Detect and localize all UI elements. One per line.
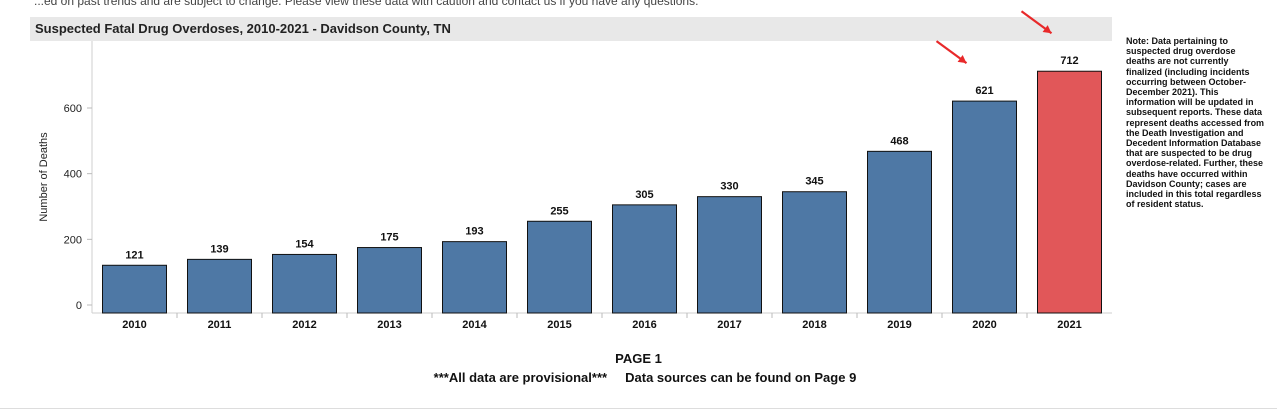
data-label-2020: 621	[975, 85, 993, 97]
bar-2017	[697, 196, 762, 314]
x-tick-label-2014: 2014	[462, 319, 487, 331]
bar-2013	[357, 247, 422, 314]
x-tick-label-2021: 2021	[1057, 319, 1081, 331]
x-tick-label-2013: 2013	[377, 319, 401, 331]
x-tick-label-2010: 2010	[122, 319, 146, 331]
x-tick-label-2018: 2018	[802, 319, 826, 331]
bar-2016	[612, 204, 677, 314]
data-label-2012: 154	[295, 238, 314, 250]
x-tick-label-2017: 2017	[717, 319, 741, 331]
data-label-2014: 193	[465, 226, 483, 238]
y-tick-label: 0	[76, 300, 82, 312]
data-label-2010: 121	[125, 249, 143, 261]
y-tick-label: 200	[64, 234, 82, 246]
chart-title-bar: Suspected Fatal Drug Overdoses, 2010-202…	[30, 17, 1112, 41]
x-tick-label-2012: 2012	[292, 319, 316, 331]
clipped-header-text: ...ed on past trends and are subject to …	[34, 0, 699, 8]
x-tick-label-2016: 2016	[632, 319, 656, 331]
bottom-divider	[0, 408, 1277, 409]
x-tick-label-2019: 2019	[887, 319, 911, 331]
page-number: PAGE 1	[615, 351, 662, 366]
bar-2014	[442, 241, 507, 314]
arrow-head-2021	[1042, 25, 1052, 34]
chart-note: Note: Data pertaining to suspected drug …	[1126, 36, 1265, 210]
data-label-2021: 712	[1060, 55, 1078, 67]
x-tick-label-2020: 2020	[972, 319, 996, 331]
bar-2020	[952, 100, 1017, 314]
arrow-head-2020	[957, 54, 967, 64]
data-label-2015: 255	[550, 205, 568, 217]
data-label-2011: 139	[210, 243, 228, 255]
y-tick-label: 400	[64, 169, 82, 181]
y-axis-label: Number of Deaths	[38, 132, 50, 222]
bar-2010	[102, 264, 167, 314]
bar-2011	[187, 258, 252, 314]
y-tick-label: 600	[64, 103, 82, 115]
provisional-data-note: ***All data are provisional*** Data sour…	[433, 370, 857, 385]
bar-2012	[272, 253, 337, 314]
bar-2021	[1037, 70, 1102, 314]
data-label-2019: 468	[890, 135, 908, 147]
data-label-2017: 330	[720, 181, 738, 193]
data-label-2016: 305	[635, 189, 653, 201]
bar-2018	[782, 191, 847, 314]
bar-2019	[867, 150, 932, 314]
chart-title: Suspected Fatal Drug Overdoses, 2010-202…	[35, 21, 451, 36]
bar-2015	[527, 220, 592, 314]
data-label-2018: 345	[805, 176, 823, 188]
x-tick-label-2015: 2015	[547, 319, 571, 331]
x-tick-label-2011: 2011	[208, 319, 232, 331]
data-label-2013: 175	[380, 232, 398, 244]
